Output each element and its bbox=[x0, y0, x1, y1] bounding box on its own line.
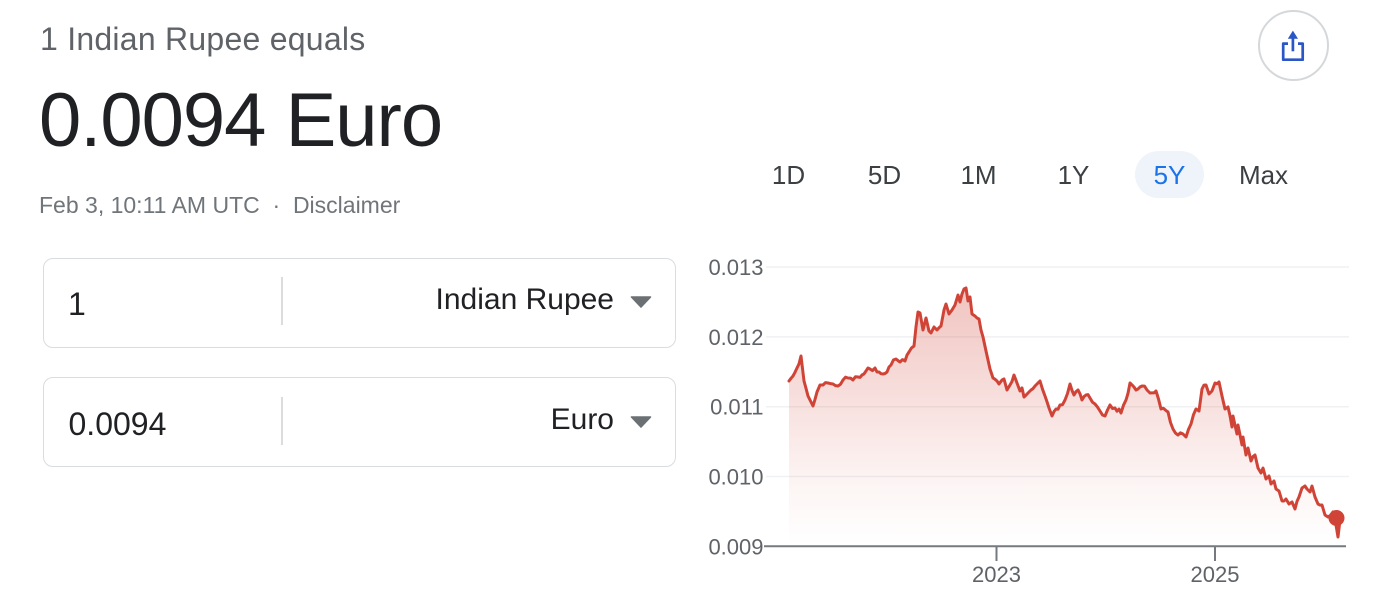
svg-text:0.013: 0.013 bbox=[708, 255, 763, 280]
svg-text:0.009: 0.009 bbox=[708, 534, 763, 559]
svg-text:2025: 2025 bbox=[1191, 562, 1240, 587]
svg-text:0.010: 0.010 bbox=[708, 465, 763, 490]
svg-text:2023: 2023 bbox=[972, 562, 1021, 587]
svg-text:0.012: 0.012 bbox=[708, 325, 763, 350]
svg-text:0.011: 0.011 bbox=[710, 395, 763, 420]
